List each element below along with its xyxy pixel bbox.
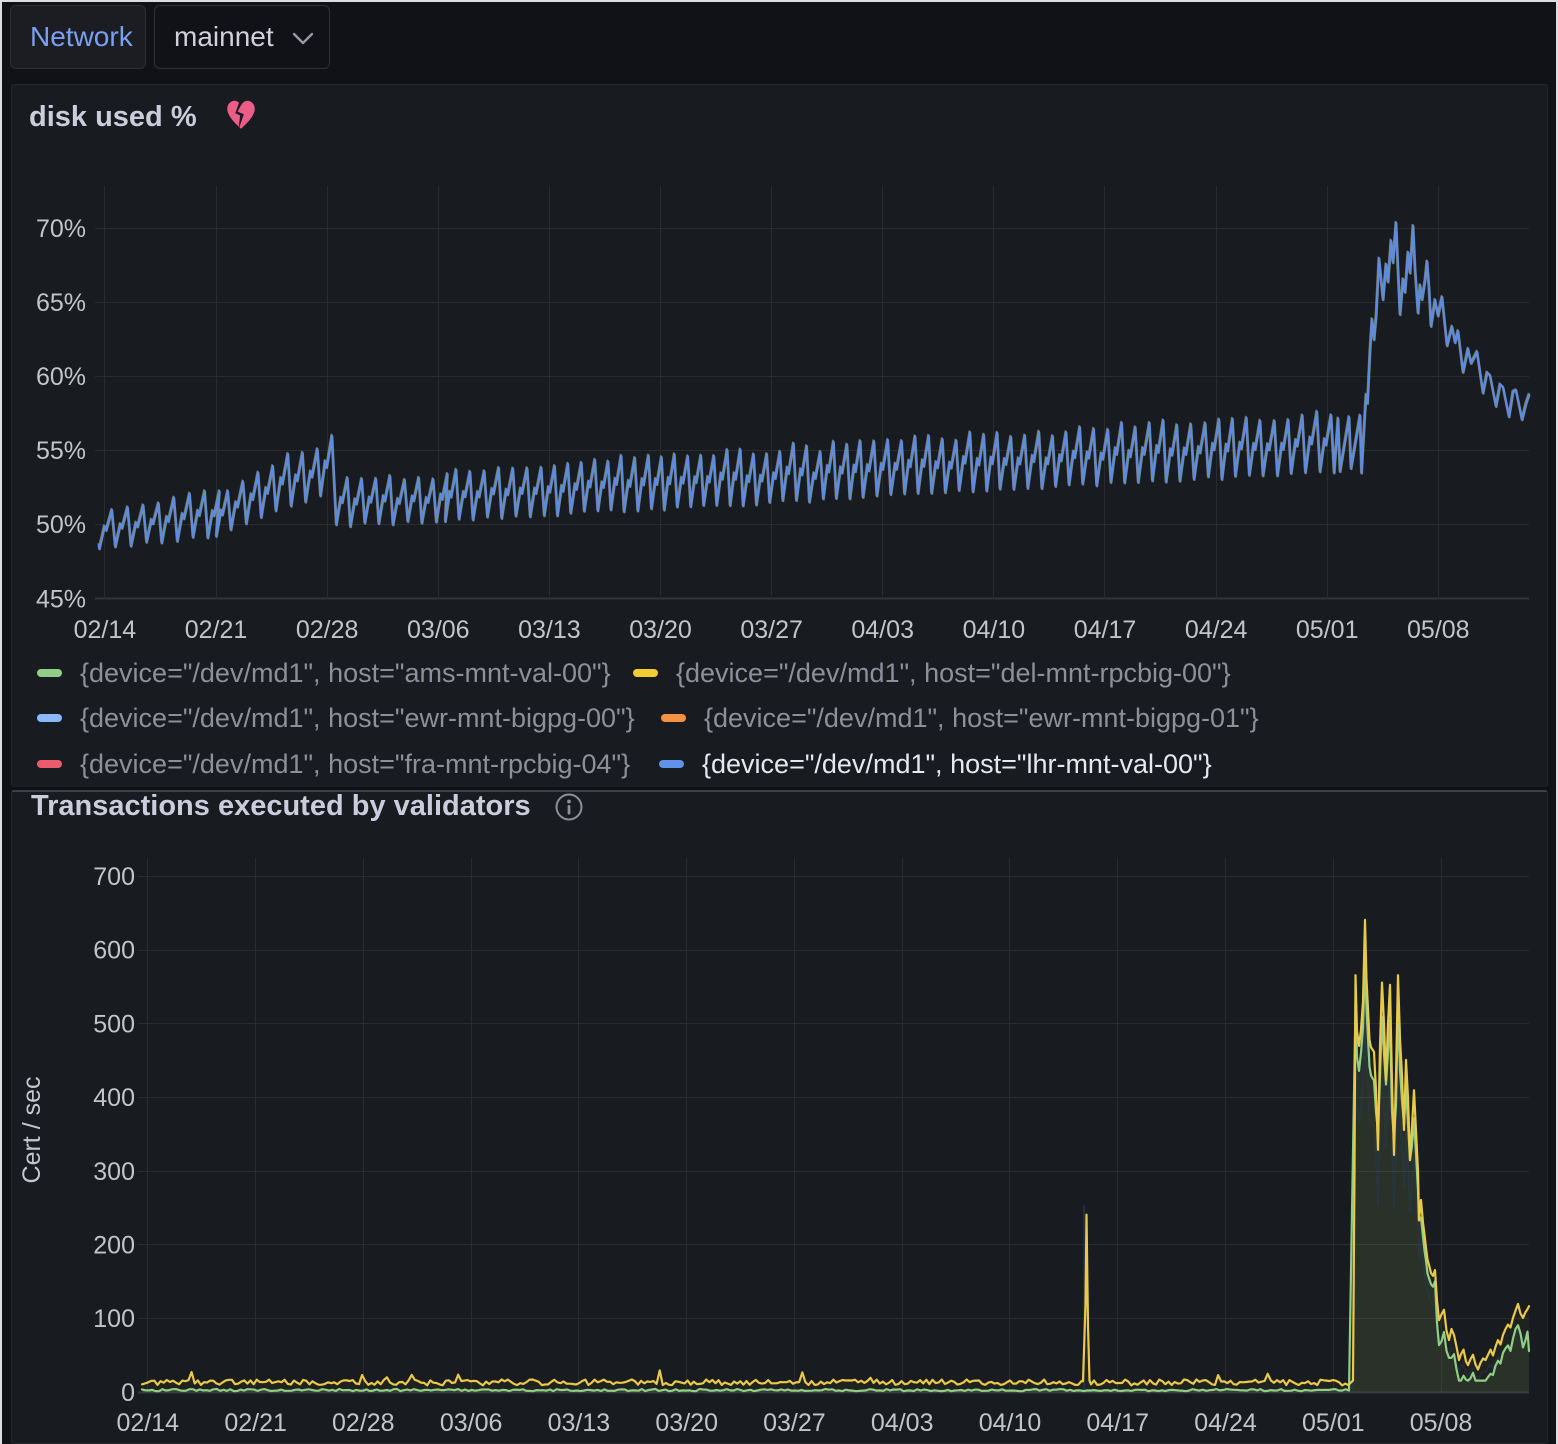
svg-text:04/17: 04/17 [1074,616,1137,644]
svg-text:04/03: 04/03 [851,616,914,644]
svg-text:100: 100 [93,1305,135,1333]
svg-text:70%: 70% [36,215,86,243]
svg-text:03/13: 03/13 [548,1409,611,1437]
svg-text:04/10: 04/10 [979,1409,1042,1437]
svg-text:60%: 60% [36,363,86,391]
svg-text:700: 700 [93,863,135,891]
svg-text:04/10: 04/10 [963,616,1026,644]
svg-text:03/27: 03/27 [740,616,803,644]
svg-text:03/06: 03/06 [407,616,470,644]
svg-text:500: 500 [93,1010,135,1038]
svg-text:0: 0 [121,1379,135,1407]
svg-text:03/27: 03/27 [763,1409,826,1437]
svg-text:02/21: 02/21 [224,1409,287,1437]
svg-text:200: 200 [93,1232,135,1260]
svg-text:04/03: 04/03 [871,1409,934,1437]
svg-text:45%: 45% [36,585,86,613]
svg-text:04/24: 04/24 [1194,1409,1257,1437]
svg-text:65%: 65% [36,289,86,317]
svg-text:Cert / sec: Cert / sec [18,1077,46,1184]
svg-text:03/20: 03/20 [629,616,692,644]
svg-text:04/24: 04/24 [1185,616,1248,644]
svg-text:02/14: 02/14 [74,616,137,644]
svg-text:02/14: 02/14 [117,1409,180,1437]
svg-text:03/13: 03/13 [518,616,581,644]
svg-text:02/28: 02/28 [296,616,359,644]
svg-text:600: 600 [93,937,135,965]
svg-text:02/28: 02/28 [332,1409,395,1437]
svg-text:02/21: 02/21 [185,616,248,644]
svg-text:55%: 55% [36,437,86,465]
svg-text:300: 300 [93,1158,135,1186]
svg-text:05/08: 05/08 [1407,616,1470,644]
svg-text:05/01: 05/01 [1302,1409,1365,1437]
svg-text:400: 400 [93,1084,135,1112]
svg-text:50%: 50% [36,511,86,539]
svg-text:03/20: 03/20 [655,1409,718,1437]
svg-text:04/17: 04/17 [1086,1409,1149,1437]
svg-text:05/01: 05/01 [1296,616,1359,644]
svg-text:05/08: 05/08 [1410,1409,1473,1437]
svg-text:03/06: 03/06 [440,1409,503,1437]
